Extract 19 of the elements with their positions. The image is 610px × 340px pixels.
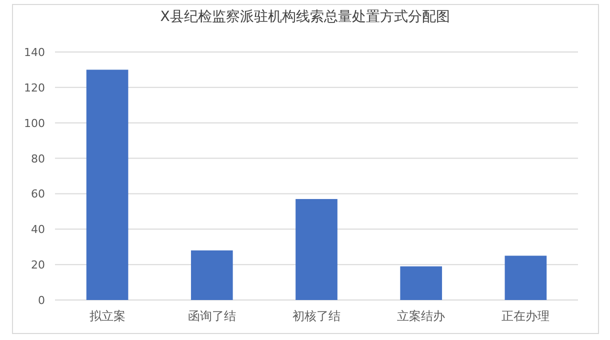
x-tick-label: 拟立案 bbox=[89, 309, 126, 323]
y-tick-label: 140 bbox=[24, 46, 45, 59]
y-tick-label: 100 bbox=[24, 116, 45, 130]
y-tick-label: 20 bbox=[31, 258, 45, 272]
bar bbox=[296, 199, 338, 300]
bar bbox=[504, 256, 547, 300]
x-tick-label: 初核了结 bbox=[292, 309, 340, 323]
bar bbox=[190, 250, 233, 300]
x-tick-label: 立案结办 bbox=[397, 309, 446, 323]
y-tick-label: 120 bbox=[24, 81, 45, 94]
bar bbox=[86, 70, 128, 300]
y-tick-label: 0 bbox=[38, 294, 45, 307]
x-tick-label: 正在办理 bbox=[502, 309, 550, 323]
y-tick-label: 60 bbox=[31, 188, 45, 201]
y-tick-label: 40 bbox=[31, 223, 45, 236]
y-tick-label: 80 bbox=[31, 152, 45, 166]
x-tick-label: 函询了结 bbox=[188, 309, 236, 323]
chart-title: X县纪检监察派驻机构线索总量处置方式分配图 bbox=[160, 9, 450, 25]
bar bbox=[400, 266, 442, 300]
